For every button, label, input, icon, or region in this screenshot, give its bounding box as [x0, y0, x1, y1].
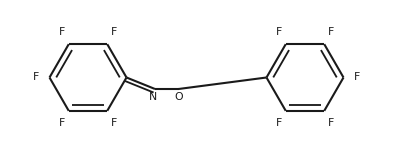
Text: F: F [33, 73, 39, 82]
Text: N: N [149, 93, 157, 102]
Text: F: F [59, 117, 65, 128]
Text: F: F [328, 27, 334, 38]
Text: F: F [276, 27, 282, 38]
Text: F: F [276, 117, 282, 128]
Text: F: F [328, 117, 334, 128]
Text: F: F [59, 27, 65, 38]
Text: F: F [111, 117, 117, 128]
Text: F: F [354, 73, 360, 82]
Text: F: F [111, 27, 117, 38]
Text: O: O [174, 93, 183, 102]
